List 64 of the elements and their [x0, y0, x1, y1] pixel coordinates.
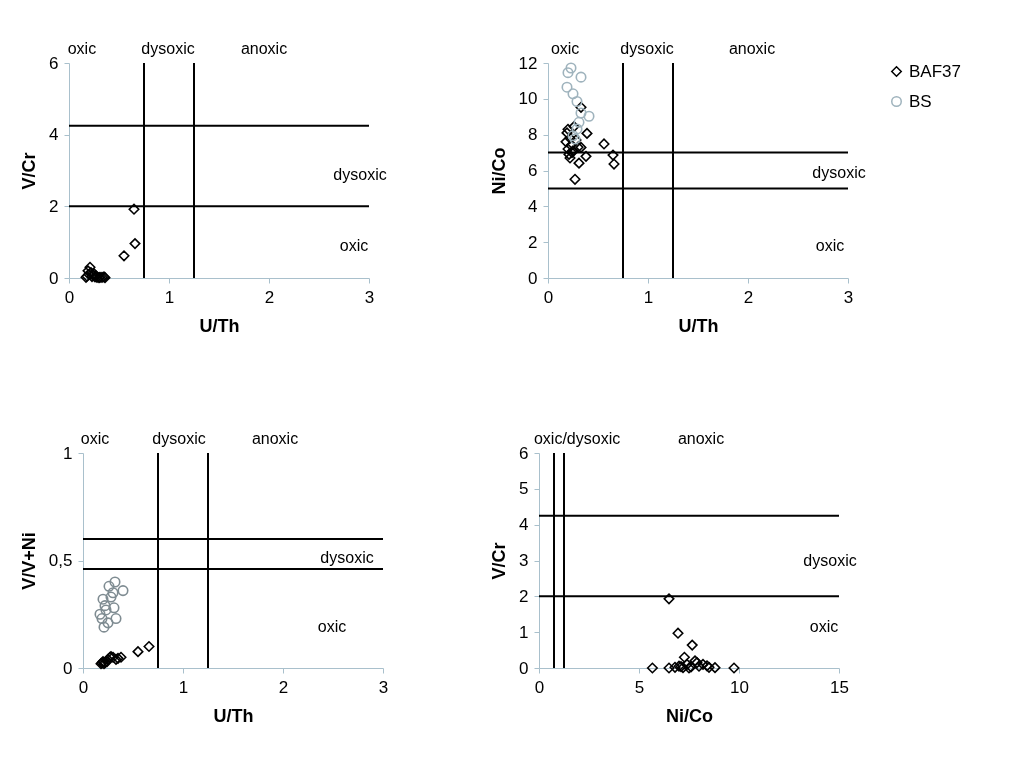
- x-tick-label: 3: [364, 287, 375, 307]
- y-tick-label: 6: [49, 53, 59, 73]
- y-tick-label: 6: [519, 443, 529, 463]
- x-tick-label: 0: [78, 677, 89, 697]
- y-tick-label: 0: [49, 268, 59, 288]
- annotation: oxic: [317, 618, 347, 636]
- text: oxic: [67, 39, 97, 57]
- legend-label: BAF37: [909, 61, 961, 81]
- x-tick-label: 3: [378, 677, 389, 697]
- annotation: oxic: [809, 618, 839, 636]
- y-axis-title: Ni/Co: [488, 147, 509, 195]
- text: oxic: [80, 429, 110, 447]
- y-tick-label: 1: [63, 443, 73, 463]
- text: oxic: [550, 39, 580, 57]
- x-tick-label: 1: [643, 287, 654, 307]
- y-tick-label: 0,5: [48, 551, 73, 570]
- y-tick-label: 3: [519, 551, 529, 570]
- x-tick-label: 10: [730, 677, 749, 697]
- x-tick-label: 0: [543, 287, 554, 307]
- x-tick-label: 3: [843, 287, 854, 307]
- y-tick-label: 4: [519, 515, 529, 535]
- text: dysoxic: [141, 39, 195, 57]
- y-tick-label: 5: [519, 479, 529, 499]
- y-tick-label: 2: [49, 196, 59, 216]
- x-axis-title: U/Th: [213, 705, 254, 726]
- y-axis-title: V/V+Ni: [18, 532, 39, 590]
- text: dysoxic: [620, 39, 674, 57]
- y-tick-label: 0: [528, 268, 538, 288]
- y-tick-label: 2: [519, 586, 529, 606]
- y-axis-title: V/Cr: [19, 152, 40, 190]
- y-tick-label: 4: [49, 125, 59, 145]
- y-tick-label: 4: [528, 196, 538, 216]
- x-tick-label: 1: [178, 677, 189, 697]
- text: anoxic: [728, 39, 776, 57]
- x-tick-label: 5: [634, 677, 645, 697]
- y-tick-label: 6: [528, 161, 538, 180]
- text: anoxic: [251, 429, 299, 447]
- annotation: dysoxic: [333, 165, 387, 183]
- y-tick-label: 0: [63, 658, 73, 678]
- annotation: oxic: [339, 236, 369, 254]
- y-axis-title: V/Cr: [489, 542, 510, 580]
- x-tick-label: 2: [278, 677, 289, 697]
- y-tick-label: 12: [518, 53, 538, 73]
- text: dysoxic: [152, 429, 206, 447]
- text: anoxic: [240, 39, 288, 57]
- y-tick-label: 2: [528, 232, 538, 252]
- annotation: oxic: [815, 236, 845, 254]
- annotation: dysoxic: [812, 163, 866, 181]
- x-tick-label: 15: [830, 677, 849, 697]
- annotation: dysoxic: [803, 551, 857, 569]
- text: oxic/dysoxic: [533, 429, 621, 447]
- x-axis-title: U/Th: [678, 315, 719, 336]
- y-tick-label: 10: [518, 89, 538, 109]
- legend-label: BS: [909, 91, 932, 111]
- x-tick-label: 1: [164, 287, 175, 307]
- y-tick-label: 8: [528, 125, 538, 145]
- y-tick-label: 0: [519, 658, 529, 678]
- x-axis-title: U/Th: [199, 315, 240, 336]
- x-axis-title: Ni/Co: [666, 705, 713, 726]
- y-tick-label: 1: [519, 622, 529, 642]
- annotation: dysoxic: [320, 549, 374, 567]
- text: anoxic: [677, 429, 725, 447]
- x-tick-label: 2: [743, 287, 754, 307]
- x-tick-label: 2: [264, 287, 275, 307]
